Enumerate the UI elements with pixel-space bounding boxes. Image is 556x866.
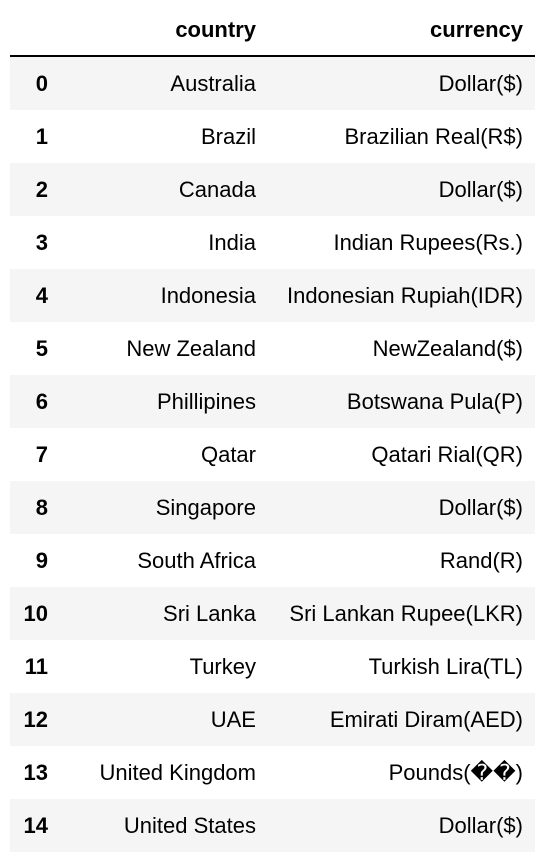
- country-cell: Sri Lanka: [163, 600, 256, 626]
- table-row: 9 South Africa Rand(R): [10, 534, 535, 587]
- country-cell: Australia: [170, 70, 256, 96]
- currency-cell: NewZealand($): [372, 335, 523, 361]
- country-column-header: country: [60, 5, 268, 57]
- table-row: 13 United Kingdom Pounds(��): [10, 746, 535, 799]
- table-row: 10 Sri Lanka Sri Lankan Rupee(LKR): [10, 587, 535, 640]
- country-cell: South Africa: [137, 547, 256, 573]
- row-index: 11: [24, 653, 48, 679]
- country-cell: Indonesia: [160, 282, 256, 308]
- currency-cell: Brazilian Real(R$): [344, 123, 523, 149]
- row-index: 2: [35, 176, 48, 202]
- currency-cell: Emirati Diram(AED): [329, 706, 523, 732]
- table-row: 0 Australia Dollar($): [10, 56, 535, 110]
- header-row: country currency: [10, 5, 535, 57]
- currency-cell: Dollar($): [438, 176, 523, 202]
- country-cell: Brazil: [200, 123, 256, 149]
- table-row: 14 United States Dollar($): [10, 799, 535, 852]
- country-cell: United States: [123, 812, 256, 838]
- currency-cell: Dollar($): [438, 812, 523, 838]
- currency-cell: Rand(R): [439, 547, 523, 573]
- row-index: 5: [35, 335, 48, 361]
- table-row: 4 Indonesia Indonesian Rupiah(IDR): [10, 269, 535, 322]
- row-index: 1: [35, 123, 48, 149]
- table-row: 6 Phillipines Botswana Pula(P): [10, 375, 535, 428]
- row-index: 0: [35, 70, 48, 96]
- row-index: 10: [23, 600, 48, 626]
- currency-column-header: currency: [268, 5, 535, 57]
- row-index: 4: [35, 282, 48, 308]
- table-body: 0 Australia Dollar($) 1 Brazil Brazilian…: [10, 56, 535, 852]
- currency-cell: Qatari Rial(QR): [371, 441, 523, 467]
- currency-cell: Indonesian Rupiah(IDR): [286, 282, 523, 308]
- index-column-header: [10, 5, 60, 57]
- country-cell: Qatar: [200, 441, 256, 467]
- row-index: 14: [23, 812, 48, 838]
- country-cell: India: [208, 229, 256, 255]
- row-index: 3: [35, 229, 48, 255]
- currency-cell: Botswana Pula(P): [346, 388, 523, 414]
- row-index: 13: [23, 759, 48, 785]
- table-row: 2 Canada Dollar($): [10, 163, 535, 216]
- table-row: 1 Brazil Brazilian Real(R$): [10, 110, 535, 163]
- table-header: country currency: [10, 5, 535, 57]
- row-index: 9: [35, 547, 48, 573]
- country-cell: United Kingdom: [99, 759, 256, 785]
- table-row: 7 Qatar Qatari Rial(QR): [10, 428, 535, 481]
- currency-cell: Sri Lankan Rupee(LKR): [289, 600, 523, 626]
- table-row: 5 New Zealand NewZealand($): [10, 322, 535, 375]
- currency-cell: Dollar($): [438, 494, 523, 520]
- currency-cell: Dollar($): [438, 70, 523, 96]
- country-cell: Singapore: [155, 494, 256, 520]
- country-cell: Phillipines: [156, 388, 256, 414]
- row-index: 7: [35, 441, 48, 467]
- table-row: 12 UAE Emirati Diram(AED): [10, 693, 535, 746]
- country-cell: Canada: [178, 176, 256, 202]
- dataframe-table: country currency 0 Australia Dollar($) 1…: [10, 5, 535, 852]
- table-row: 3 India Indian Rupees(Rs.): [10, 216, 535, 269]
- currency-cell: Turkish Lira(TL): [368, 653, 523, 679]
- row-index: 12: [23, 706, 48, 732]
- currency-cell: Indian Rupees(Rs.): [333, 229, 523, 255]
- country-cell: Turkey: [189, 653, 256, 679]
- table-row: 11 Turkey Turkish Lira(TL): [10, 640, 535, 693]
- country-cell: UAE: [210, 706, 256, 732]
- row-index: 8: [35, 494, 48, 520]
- currency-cell: Pounds(��): [388, 759, 523, 785]
- table-row: 8 Singapore Dollar($): [10, 481, 535, 534]
- row-index: 6: [35, 388, 48, 414]
- country-cell: New Zealand: [126, 335, 256, 361]
